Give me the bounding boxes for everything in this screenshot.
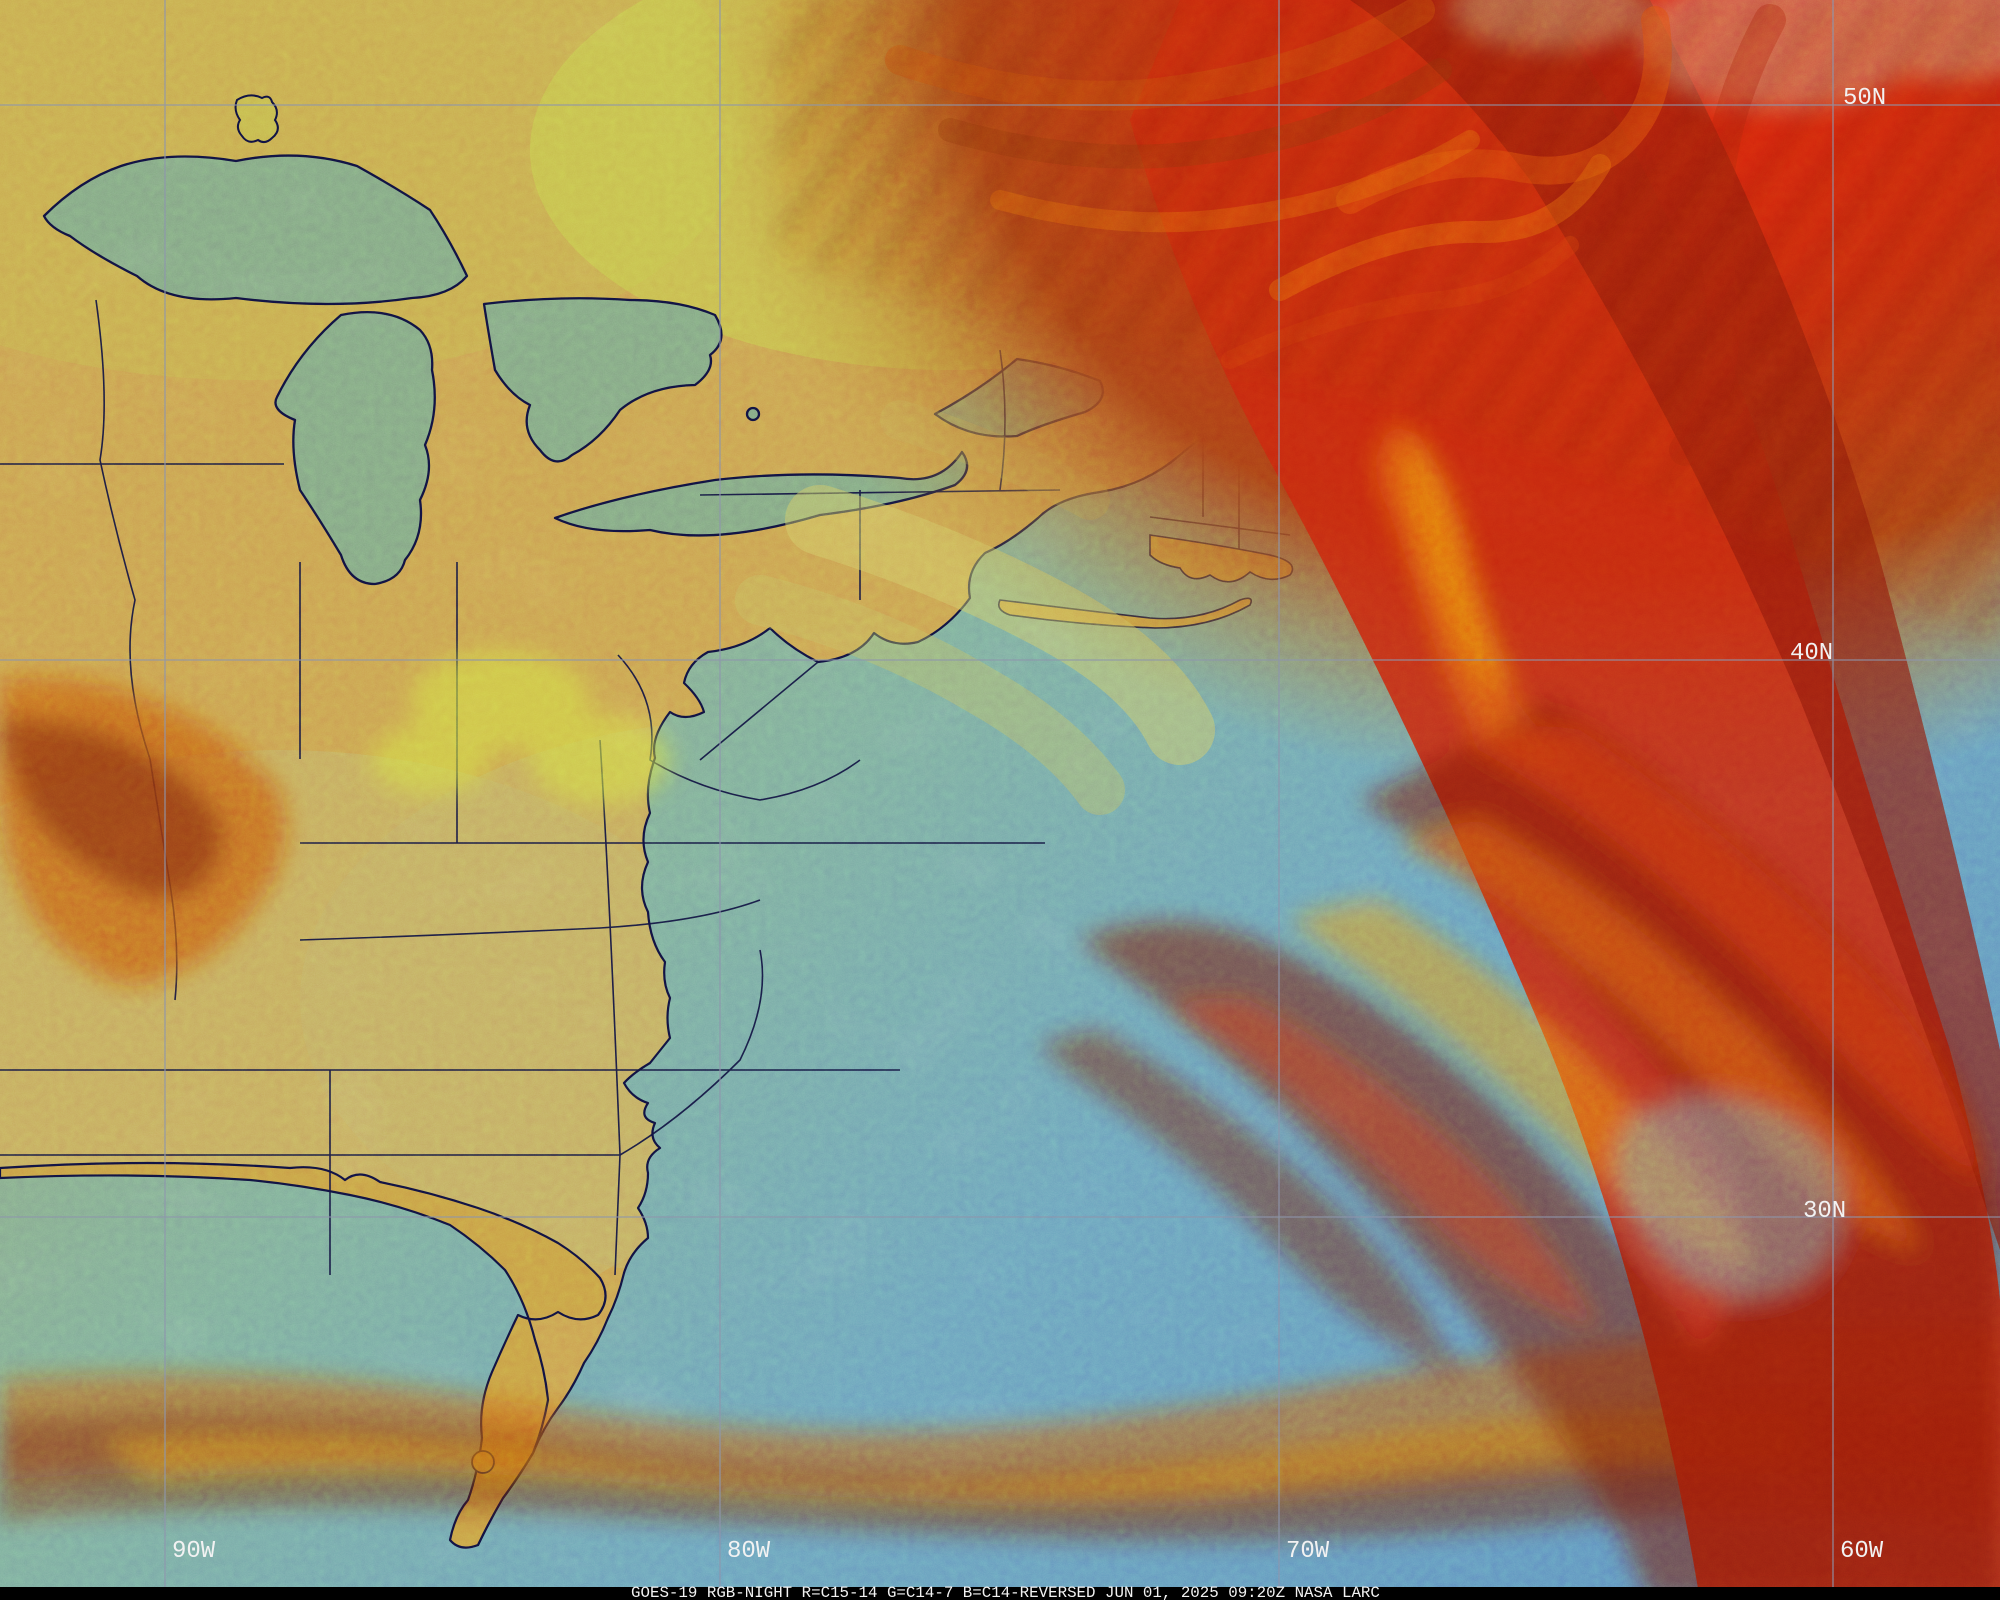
svg-text:90W: 90W bbox=[172, 1538, 216, 1565]
svg-text:40N: 40N bbox=[1790, 640, 1833, 667]
svg-text:50N: 50N bbox=[1843, 85, 1886, 112]
svg-text:30N: 30N bbox=[1803, 1198, 1846, 1225]
svg-text:70W: 70W bbox=[1286, 1538, 1330, 1565]
svg-text:80W: 80W bbox=[727, 1538, 771, 1565]
svg-text:GOES-19 RGB-NIGHT R=C15-14 G: GOES-19 RGB-NIGHT R=C15-14 G=C14-7 B=C14… bbox=[631, 1584, 1380, 1600]
svg-text:60W: 60W bbox=[1840, 1538, 1884, 1565]
